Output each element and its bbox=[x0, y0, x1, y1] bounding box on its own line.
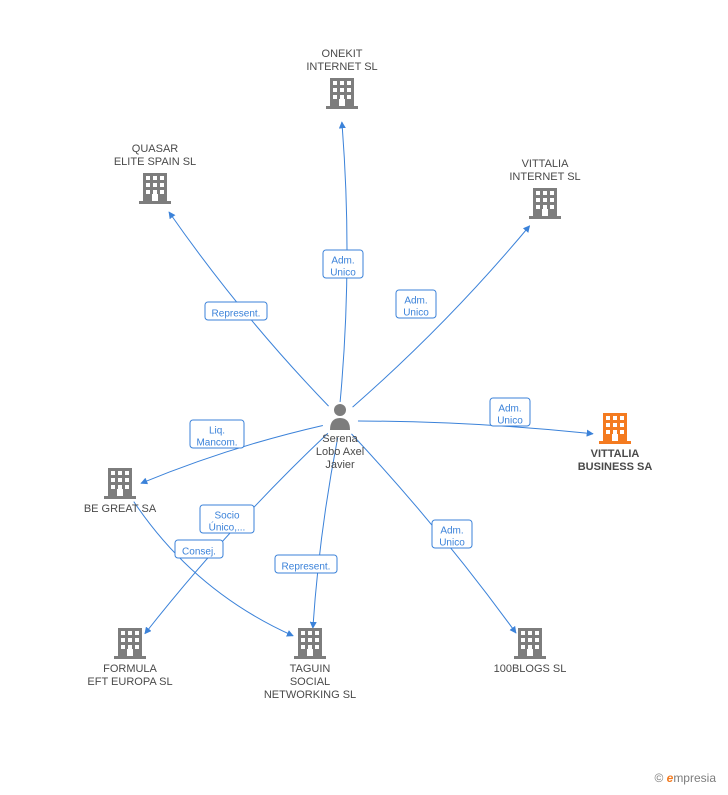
edge bbox=[353, 226, 530, 407]
edge-label: Represent. bbox=[205, 302, 267, 320]
node-label-line: TAGUIN bbox=[290, 663, 331, 675]
svg-text:Unico: Unico bbox=[497, 416, 523, 427]
brand-rest: mpresia bbox=[673, 771, 716, 785]
svg-text:Socio: Socio bbox=[214, 511, 239, 522]
svg-text:Adm.: Adm. bbox=[404, 296, 427, 307]
edge-label: Adm.Unico bbox=[323, 250, 363, 279]
node-label-line: SOCIAL bbox=[290, 676, 330, 688]
company-node: ONEKITINTERNET SL bbox=[306, 48, 377, 109]
company-node: FORMULAEFT EUROPA SL bbox=[87, 628, 172, 688]
node-label-line: FORMULA bbox=[103, 663, 157, 675]
edge-labels-layer: Adm.UnicoAdm.UnicoRepresent.Adm.UnicoLiq… bbox=[175, 250, 530, 573]
node-label-line: VITTALIA bbox=[591, 448, 640, 460]
svg-text:Único,...: Único,... bbox=[209, 521, 246, 534]
svg-text:Represent.: Represent. bbox=[212, 309, 261, 320]
node-label-line: EFT EUROPA SL bbox=[87, 676, 172, 688]
center-label-line: Javier bbox=[325, 459, 355, 471]
copyright-symbol: © bbox=[654, 771, 663, 785]
edge bbox=[358, 421, 593, 434]
center-label-line: Serena bbox=[322, 433, 358, 445]
svg-text:Represent.: Represent. bbox=[282, 562, 331, 573]
node-label-line: VITTALIA bbox=[522, 158, 570, 170]
network-diagram: Adm.UnicoAdm.UnicoRepresent.Adm.UnicoLiq… bbox=[0, 0, 728, 795]
center-person: SerenaLobo AxelJavier bbox=[316, 404, 364, 471]
edge-label: Liq.Mancom. bbox=[190, 420, 244, 449]
svg-text:Mancom.: Mancom. bbox=[196, 438, 237, 449]
svg-text:Consej.: Consej. bbox=[182, 547, 216, 558]
node-label-line: BE GREAT SA bbox=[84, 503, 157, 515]
edge-label: Adm.Unico bbox=[490, 398, 530, 427]
node-label-line: QUASAR bbox=[132, 143, 179, 155]
node-label-line: INTERNET SL bbox=[306, 61, 377, 73]
copyright-footer: © empresia bbox=[654, 771, 716, 785]
svg-text:Unico: Unico bbox=[403, 308, 429, 319]
svg-text:Adm.: Adm. bbox=[498, 404, 521, 415]
node-label-line: ONEKIT bbox=[322, 48, 363, 60]
node-label-line: NETWORKING SL bbox=[264, 689, 356, 701]
company-node: BE GREAT SA bbox=[84, 468, 157, 515]
center-label-line: Lobo Axel bbox=[316, 446, 364, 458]
svg-text:Unico: Unico bbox=[330, 268, 356, 279]
svg-text:Adm.: Adm. bbox=[440, 526, 463, 537]
node-label-line: ELITE SPAIN SL bbox=[114, 156, 196, 168]
edges-layer bbox=[134, 122, 593, 636]
svg-text:Adm.: Adm. bbox=[331, 256, 354, 267]
svg-text:Liq.: Liq. bbox=[209, 426, 225, 437]
edge-label: Adm.Unico bbox=[432, 520, 472, 549]
edge-label: Represent. bbox=[275, 555, 337, 573]
svg-text:Unico: Unico bbox=[439, 538, 465, 549]
company-node: VITTALIAINTERNET SL bbox=[509, 158, 580, 219]
node-label-line: INTERNET SL bbox=[509, 171, 580, 183]
edge-label: Consej. bbox=[175, 540, 223, 558]
edge-label: SocioÚnico,... bbox=[200, 505, 254, 534]
company-node: 100BLOGS SL bbox=[494, 628, 567, 675]
node-label-line: BUSINESS SA bbox=[578, 461, 653, 473]
node-label-line: 100BLOGS SL bbox=[494, 663, 567, 675]
company-node: TAGUINSOCIALNETWORKING SL bbox=[264, 628, 356, 701]
company-node: QUASARELITE SPAIN SL bbox=[114, 143, 196, 204]
edge-label: Adm.Unico bbox=[396, 290, 436, 319]
company-node: VITTALIABUSINESS SA bbox=[578, 413, 653, 473]
